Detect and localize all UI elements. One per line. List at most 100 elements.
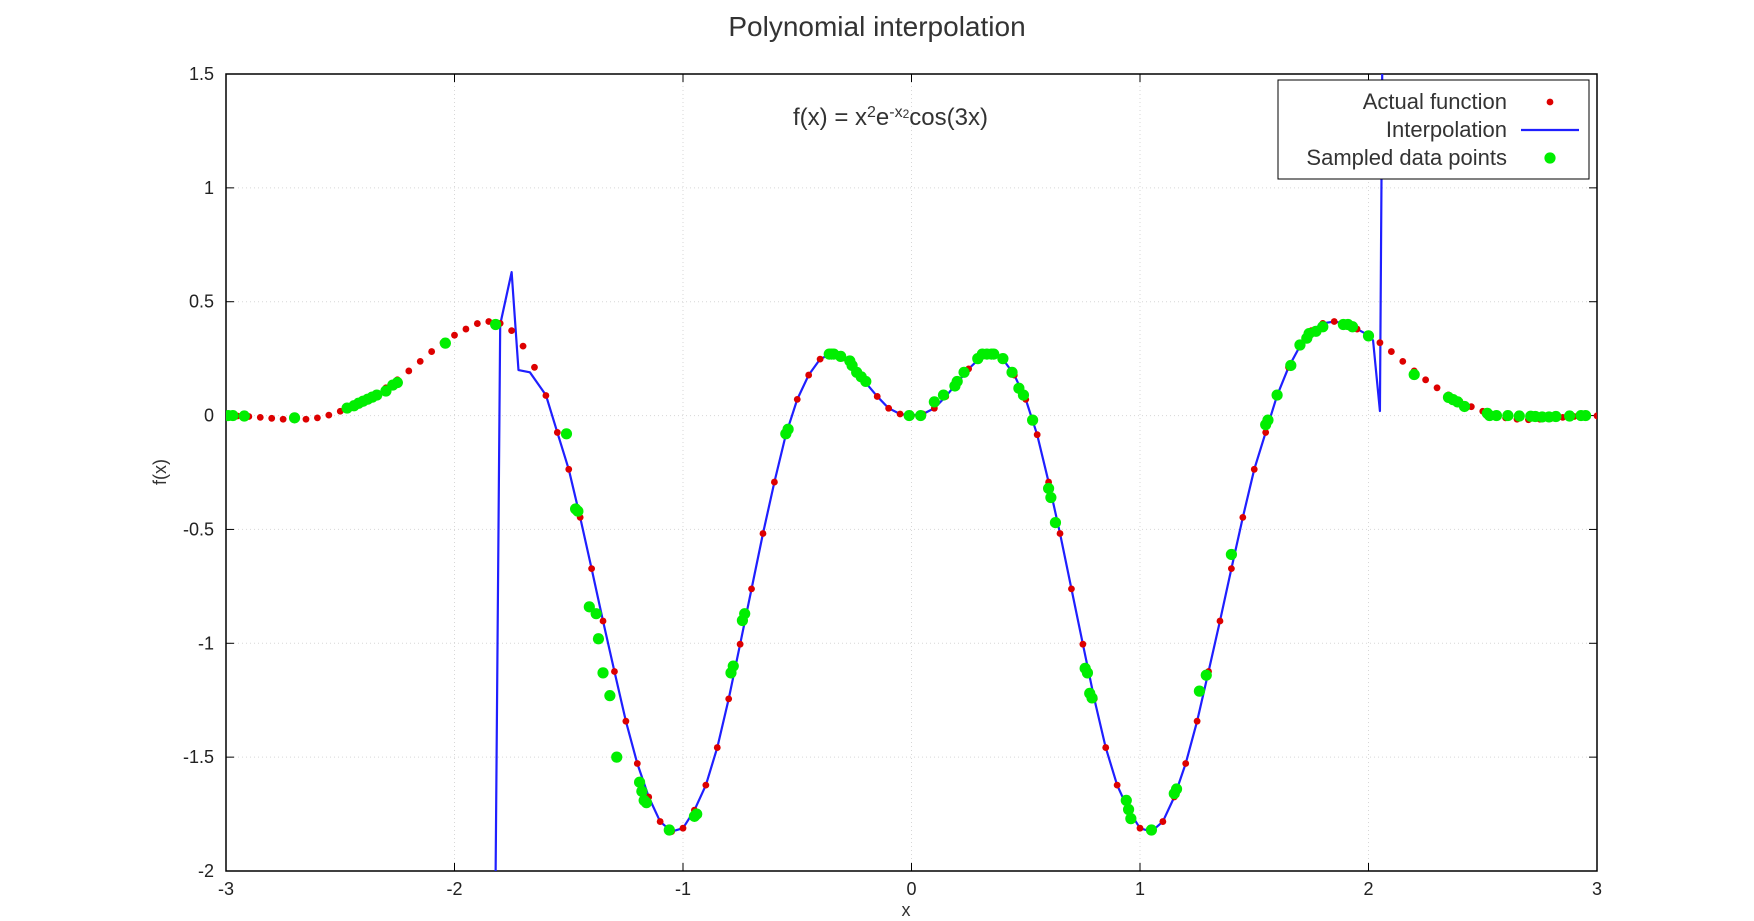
sampled-data-point [1120,794,1132,807]
legend-label: Interpolation [1386,117,1507,142]
formula-superscript-part: 2 [903,107,910,121]
sampled-data-point [1145,824,1158,836]
formula-superscript-part: 2 [867,104,876,121]
actual-function-point [611,668,618,675]
actual-function-point [759,530,767,537]
y-tick-label: 1 [204,178,214,198]
sampled-data-point [928,396,940,408]
sampled-data-point [691,808,703,820]
sampled-data-point [227,409,239,422]
actual-function-point [622,717,630,725]
formula-part: f(x) = x [793,104,867,131]
sampled-data-point [1563,410,1576,422]
sampled-data-point [988,348,1000,360]
actual-function-point [405,367,413,375]
sampled-data-point [371,389,383,401]
sampled-data-point [1122,803,1135,816]
sampled-data-point [1362,330,1375,342]
actual-function-point [1250,465,1258,473]
sampled-data-point [611,751,623,763]
actual-function-point [256,413,264,421]
x-tick-label: -3 [218,879,234,899]
actual-function-point [805,371,813,379]
actual-function-point [1422,376,1430,384]
actual-function-point [302,415,310,423]
y-tick-label: -0.5 [183,519,214,539]
actual-function-point [816,355,824,363]
sampled-data-point [1200,669,1212,681]
actual-function-point [771,478,778,486]
sampled-data-point [1017,389,1030,401]
sampled-data-point [640,797,653,809]
sampled-data-point [636,785,648,797]
sampled-data-point [597,667,609,679]
actual-function-point [519,342,527,350]
sampled-data-point [1458,400,1471,413]
sampled-data-point [903,409,915,422]
axes-layer: -3 -2 -1 0 1 2 3-2-1.5-1-0.500.511.5 [183,64,1602,899]
actual-function-point [542,392,550,399]
sampled-data-point [560,428,573,440]
x-tick-label: -2 [446,879,462,899]
sampled-data-point [958,366,970,378]
actual-function-point [416,357,424,365]
sampled-data-point [288,412,301,424]
actual-function-point [1399,357,1407,365]
actual-function-point [702,781,710,789]
sampled-data-point [1086,692,1098,704]
actual-function-point [1056,530,1064,537]
y-tick-label: -2 [198,861,214,881]
x-tick-label: -1 [675,879,691,899]
actual-function-point [588,565,595,572]
sampled-data-point [951,375,963,388]
y-tick-label: 1.5 [189,64,214,84]
sampled-data-point [782,423,794,435]
sampled-data-point [391,376,403,389]
actual-function-point [1136,824,1144,832]
sampled-data-point [860,375,872,388]
actual-function-point [451,331,458,339]
actual-function-point [1113,781,1121,789]
formula-annotation: f(x) = x2e-x2cos(3x) [793,104,988,132]
sampled-data-point [739,608,751,620]
legend-dot-marker [1544,152,1556,164]
sampled-data-point [1579,409,1592,422]
sampled-data-point [1317,321,1329,333]
sampled-data-point [1271,389,1283,401]
sampled-data-point [590,608,602,620]
sampled-data-point [1346,321,1359,333]
sampled-data-point [1550,410,1562,423]
actual-function-point [531,363,538,371]
actual-function-point [1433,384,1441,392]
sampled-data-point [1027,414,1039,426]
sampled-data-point [1294,339,1306,351]
legend-label: Sampled data points [1306,145,1507,170]
actual-function-point [793,396,801,403]
sampled-data-point [1285,359,1297,372]
x-axis-label: x [902,900,911,920]
sampled-data-point [1045,491,1057,504]
sampled-data-point [1408,368,1420,381]
formula-part: e [876,104,889,131]
actual-function-point [428,348,436,355]
actual-function-point [1102,744,1110,751]
actual-function-point [473,320,481,327]
sampled-data-point [997,353,1009,365]
actual-function-point [1068,585,1075,593]
actual-function-point [1216,617,1224,625]
actual-function-point [314,414,321,422]
sampled-data-point [604,690,616,702]
y-tick-label: -1 [198,633,214,653]
sampled-data-point [1170,783,1183,795]
formula-superscript-part: -x [889,104,902,121]
actual-function-point [1376,339,1384,347]
formula-part: cos(3x) [909,104,988,131]
actual-function-point [599,617,607,625]
actual-function-point [1262,429,1270,436]
sampled-data-point [1502,409,1514,422]
actual-function-point [713,744,721,751]
x-tick-label: 0 [906,879,916,899]
actual-function-point [462,325,470,333]
sampled-data-point [727,660,739,672]
